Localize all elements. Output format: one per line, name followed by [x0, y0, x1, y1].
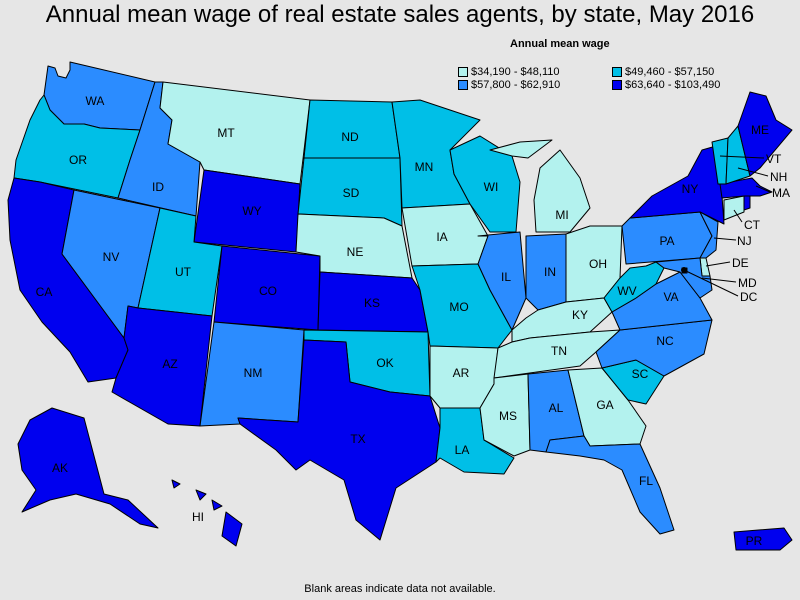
- label-ny: NY: [682, 182, 699, 196]
- label-vt: VT: [766, 152, 782, 166]
- label-or: OR: [69, 153, 87, 167]
- legend-swatch-2: [612, 67, 622, 77]
- label-ms: MS: [499, 409, 517, 423]
- label-hi: HI: [192, 510, 204, 524]
- label-ct: CT: [744, 218, 761, 232]
- state-ak[interactable]: [17, 407, 159, 529]
- legend-title: Annual mean wage: [510, 38, 610, 50]
- state-pr[interactable]: [733, 527, 793, 551]
- label-md: MD: [738, 276, 757, 290]
- label-sc: SC: [632, 367, 649, 381]
- legend-label-3: $57,800 - $62,910: [471, 79, 561, 91]
- label-ne: NE: [347, 245, 364, 259]
- label-nd: ND: [341, 130, 359, 144]
- state-hi[interactable]: [171, 479, 243, 547]
- label-nh: NH: [770, 170, 787, 184]
- label-ia: IA: [436, 230, 447, 244]
- label-ga: GA: [596, 398, 613, 412]
- label-pa: PA: [659, 234, 674, 248]
- label-wv: WV: [617, 284, 636, 298]
- label-va: VA: [663, 290, 678, 304]
- state-ct[interactable]: [723, 195, 745, 221]
- state-md[interactable]: [655, 257, 713, 299]
- label-mo: MO: [449, 300, 468, 314]
- label-tn: TN: [551, 344, 567, 358]
- legend-label-4: $63,640 - $103,490: [625, 79, 721, 91]
- dc-marker-icon: [681, 267, 687, 273]
- legend-item-3: $57,800 - $62,910: [458, 79, 560, 91]
- label-ak: AK: [52, 461, 68, 475]
- label-mn: MN: [415, 160, 434, 174]
- label-tx: TX: [350, 432, 365, 446]
- label-dc: DC: [740, 290, 758, 304]
- state-mi[interactable]: [489, 139, 591, 233]
- label-in: IN: [544, 265, 556, 279]
- legend-item-2: $49,460 - $57,150: [612, 66, 714, 78]
- legend-item-1: $34,190 - $48,110: [458, 66, 559, 78]
- label-pr: PR: [746, 534, 763, 548]
- label-nm: NM: [244, 366, 263, 380]
- state-ma[interactable]: [719, 177, 773, 199]
- legend-swatch-3: [458, 80, 468, 90]
- label-mi: MI: [555, 208, 568, 222]
- label-ok: OK: [376, 356, 393, 370]
- label-ut: UT: [175, 265, 192, 279]
- state-il[interactable]: [477, 231, 527, 331]
- label-id: ID: [152, 180, 164, 194]
- callout-lines: [683, 155, 771, 297]
- label-ar: AR: [453, 366, 470, 380]
- state-ny[interactable]: [629, 145, 725, 225]
- label-ks: KS: [364, 296, 380, 310]
- label-la: LA: [455, 443, 470, 457]
- state-tx[interactable]: [237, 339, 441, 541]
- label-co: CO: [259, 284, 277, 298]
- state-ri[interactable]: [743, 195, 751, 211]
- state-az[interactable]: [111, 305, 213, 427]
- label-de: DE: [732, 256, 749, 270]
- state-wv[interactable]: [603, 261, 665, 313]
- state-fl[interactable]: [545, 435, 675, 535]
- legend-label-1: $34,190 - $48,110: [471, 66, 560, 78]
- footnote: Blank areas indicate data not available.: [304, 583, 496, 595]
- label-nj: NJ: [737, 234, 752, 248]
- state-nd[interactable]: [303, 99, 401, 159]
- label-wy: WY: [242, 204, 261, 218]
- label-nv: NV: [103, 250, 120, 264]
- legend-label-2: $49,460 - $57,150: [625, 66, 715, 78]
- label-il: IL: [501, 270, 511, 284]
- state-me[interactable]: [737, 91, 793, 177]
- label-sd: SD: [343, 186, 360, 200]
- legend-item-4: $63,640 - $103,490: [612, 79, 720, 91]
- label-oh: OH: [589, 257, 607, 271]
- label-mt: MT: [217, 126, 235, 140]
- label-ky: KY: [572, 308, 588, 322]
- legend-swatch-1: [458, 67, 468, 77]
- label-wi: WI: [484, 180, 499, 194]
- label-nc: NC: [656, 334, 674, 348]
- label-fl: FL: [639, 474, 653, 488]
- label-ma: MA: [772, 186, 790, 200]
- label-wa: WA: [86, 94, 105, 108]
- label-me: ME: [751, 123, 769, 137]
- label-ca: CA: [36, 285, 53, 299]
- label-al: AL: [549, 401, 564, 415]
- map-title: Annual mean wage of real estate sales ag…: [45, 1, 755, 28]
- label-az: AZ: [162, 357, 177, 371]
- legend-swatch-4: [612, 80, 622, 90]
